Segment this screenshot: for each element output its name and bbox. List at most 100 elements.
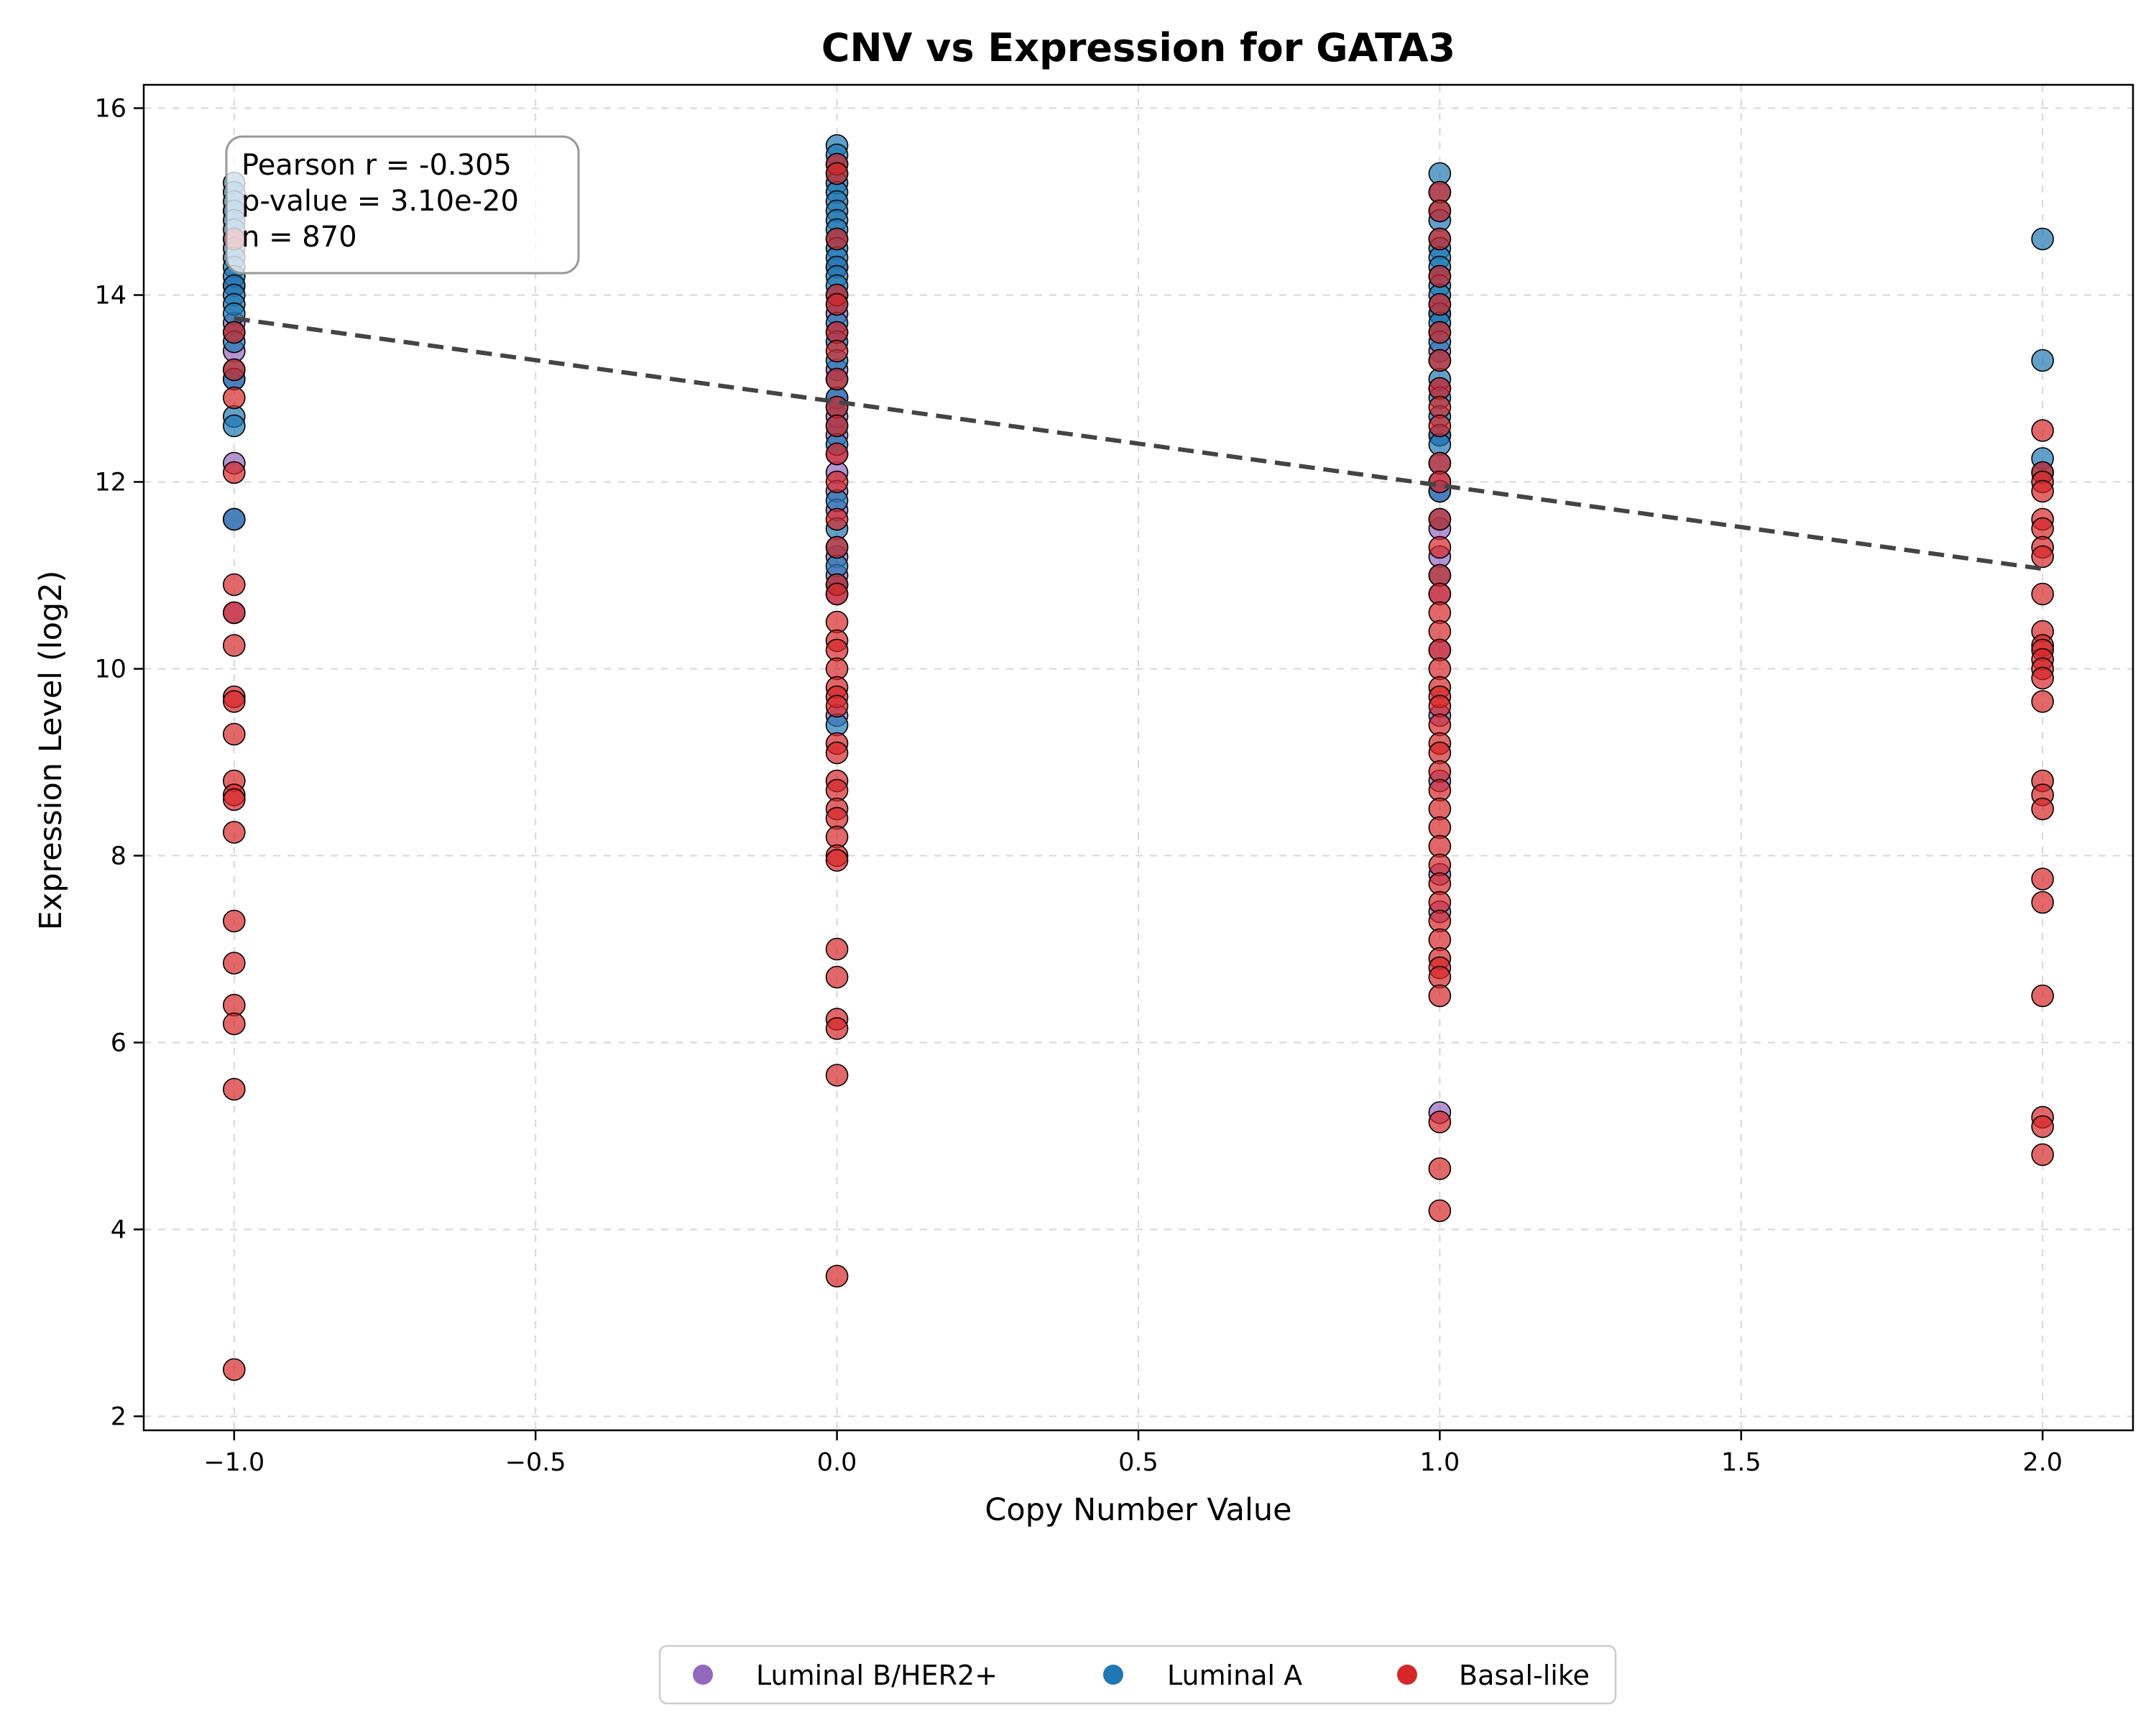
data-point <box>825 293 849 316</box>
data-point <box>2031 1143 2054 1167</box>
data-point <box>1428 1199 1452 1223</box>
data-point <box>2031 891 2054 914</box>
legend-marker <box>1103 1665 1123 1685</box>
data-point <box>825 507 849 531</box>
legend-item-basal-like: Basal-like <box>1397 1660 1590 1691</box>
data-point <box>223 601 246 625</box>
x-tick-label: 1.5 <box>1721 1448 1761 1477</box>
data-point <box>825 849 849 872</box>
data-point <box>825 965 849 989</box>
data-point <box>223 573 246 597</box>
data-point <box>825 582 849 606</box>
data-point <box>825 535 849 559</box>
grid <box>144 85 2133 1430</box>
data-point <box>825 162 849 185</box>
y-tick-label: 12 <box>94 469 126 497</box>
data-point <box>1428 321 1452 344</box>
data-point <box>223 690 246 713</box>
y-tick-label: 16 <box>94 95 126 124</box>
data-point <box>1428 507 1452 531</box>
annotation-n: n = 870 <box>241 221 357 254</box>
y-tick-label: 4 <box>111 1216 126 1245</box>
data-point <box>825 694 849 718</box>
legend-marker <box>1397 1665 1417 1685</box>
data-point <box>825 1264 849 1288</box>
data-point <box>2031 419 2054 442</box>
data-point <box>2031 797 2054 821</box>
axis-ticks: −1.0 −0.5 0.0 0.5 1.0 1.5 2.0 2 4 6 8 10 12 14 16 <box>94 95 2063 1478</box>
data-point <box>2031 545 2054 569</box>
data-point <box>1428 414 1452 438</box>
data-point <box>2031 349 2054 372</box>
data-point <box>825 339 849 363</box>
data-point <box>825 470 849 494</box>
data-point <box>825 414 849 438</box>
legend-label: Luminal A <box>1167 1660 1302 1691</box>
x-tick-label: 2.0 <box>2022 1448 2063 1477</box>
data-point <box>1428 199 1452 223</box>
data-point <box>2031 227 2054 251</box>
annotation-pvalue: p-value = 3.10e-20 <box>241 185 519 218</box>
data-point <box>1428 293 1452 316</box>
data-point <box>223 321 246 344</box>
legend-label: Basal-like <box>1459 1660 1590 1691</box>
data-point <box>1428 535 1452 559</box>
data-point <box>223 386 246 410</box>
data-point <box>825 741 849 765</box>
data-point <box>223 909 246 933</box>
data-point <box>825 227 849 251</box>
legend-item-luminal-a: Luminal A <box>1103 1660 1302 1691</box>
data-point <box>2031 868 2054 891</box>
data-point <box>1428 470 1452 494</box>
annotation-pearson: Pearson r = -0.305 <box>241 149 512 182</box>
y-axis-label: Expression Level (log2) <box>33 571 69 931</box>
y-tick-label: 14 <box>94 282 126 310</box>
legend-frame <box>658 1644 1617 1705</box>
data-point <box>223 507 246 531</box>
data-point <box>825 442 849 466</box>
legend-item-luminal-b-her2: Luminal B/HER2+ <box>693 1660 998 1691</box>
x-tick-label: 1.0 <box>1420 1448 1460 1477</box>
legend-marker <box>693 1665 713 1685</box>
data-point <box>825 1017 849 1040</box>
y-tick-label: 8 <box>111 842 126 871</box>
data-point <box>223 821 246 844</box>
data-point <box>223 1012 246 1036</box>
data-point <box>223 952 246 975</box>
annotation-frame <box>225 135 580 275</box>
y-tick-label: 6 <box>111 1029 126 1058</box>
data-point <box>223 1358 246 1381</box>
y-tick-label: 10 <box>94 656 126 684</box>
data-point <box>1428 984 1452 1008</box>
data-point <box>2031 582 2054 606</box>
legend-label: Luminal B/HER2+ <box>756 1660 998 1691</box>
chart-title: CNV vs Expression for GATA3 <box>821 25 1455 70</box>
data-point <box>223 788 246 811</box>
data-point <box>1428 1110 1452 1133</box>
data-point <box>2031 984 2054 1008</box>
x-tick-label: 0.5 <box>1118 1448 1158 1477</box>
data-point <box>223 414 246 438</box>
data-point <box>825 937 849 961</box>
data-point <box>223 634 246 657</box>
data-point <box>2031 666 2054 690</box>
data-point <box>825 367 849 391</box>
data-point <box>1428 1157 1452 1180</box>
data-point <box>1428 349 1452 372</box>
data-point <box>1428 227 1452 251</box>
data-point <box>2031 1115 2054 1138</box>
y-tick-label: 2 <box>111 1403 126 1432</box>
data-point <box>223 1077 246 1101</box>
x-tick-label: −1.0 <box>203 1448 264 1477</box>
x-axis-label: Copy Number Value <box>985 1492 1291 1528</box>
x-tick-label: 0.0 <box>817 1448 857 1477</box>
data-point <box>2031 479 2054 503</box>
stats-annotation: Pearson r = -0.305 p-value = 3.10e-20 n … <box>225 135 580 275</box>
x-tick-label: −0.5 <box>505 1448 566 1477</box>
series-2 <box>223 152 2054 1381</box>
legend: Luminal B/HER2+ Luminal A Basal-like <box>658 1644 1617 1705</box>
trend-line-group <box>234 316 2043 571</box>
data-point <box>825 1064 849 1087</box>
